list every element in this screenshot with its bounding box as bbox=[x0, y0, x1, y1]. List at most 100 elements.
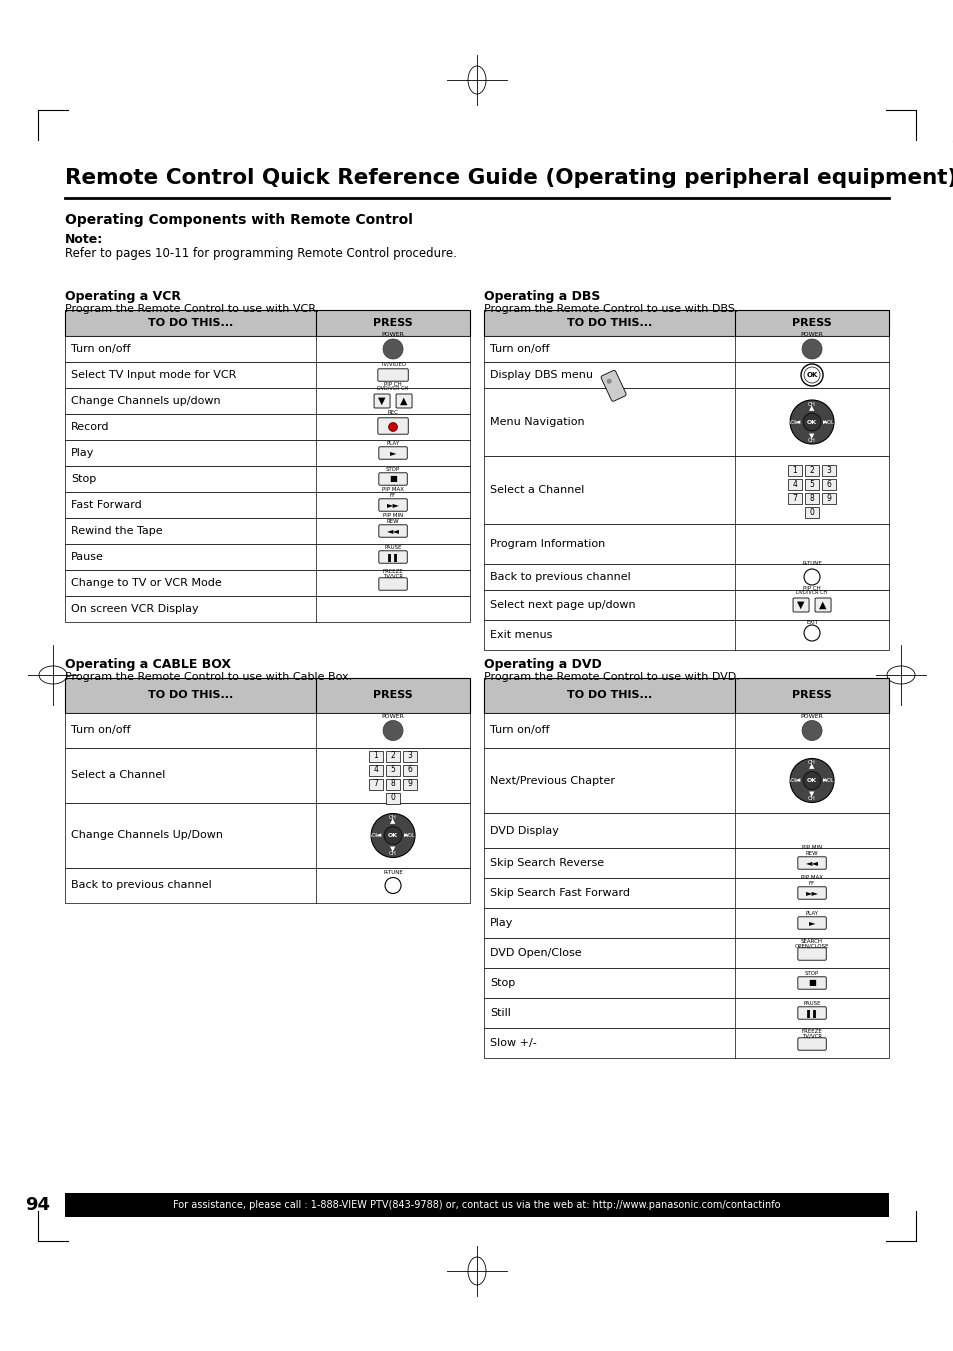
Text: POWER: POWER bbox=[381, 713, 404, 719]
FancyBboxPatch shape bbox=[377, 369, 408, 381]
Text: 94: 94 bbox=[26, 1196, 51, 1215]
Bar bbox=[483, 563, 888, 590]
Text: Play: Play bbox=[490, 917, 513, 928]
Text: VOL: VOL bbox=[824, 420, 834, 424]
Bar bbox=[65, 388, 470, 413]
Bar bbox=[369, 778, 383, 789]
Circle shape bbox=[801, 720, 821, 740]
Text: ◄: ◄ bbox=[795, 419, 800, 426]
Text: CH: CH bbox=[807, 761, 815, 765]
Circle shape bbox=[789, 758, 833, 802]
Text: ▲: ▲ bbox=[808, 763, 814, 770]
Text: Pause: Pause bbox=[71, 553, 104, 562]
FancyBboxPatch shape bbox=[814, 598, 830, 612]
FancyBboxPatch shape bbox=[797, 1006, 825, 1019]
FancyBboxPatch shape bbox=[797, 857, 825, 869]
Text: Record: Record bbox=[71, 422, 110, 432]
Text: Menu Navigation: Menu Navigation bbox=[490, 417, 584, 427]
Text: Change to TV or VCR Mode: Change to TV or VCR Mode bbox=[71, 578, 221, 588]
Bar bbox=[65, 748, 470, 802]
Text: Select a Channel: Select a Channel bbox=[490, 485, 584, 494]
Circle shape bbox=[803, 367, 820, 382]
Text: ◄◄: ◄◄ bbox=[386, 527, 399, 535]
Text: ◄◄: ◄◄ bbox=[804, 858, 818, 867]
Text: Back to previous channel: Back to previous channel bbox=[71, 881, 212, 890]
Bar bbox=[483, 938, 888, 969]
Bar bbox=[65, 336, 470, 362]
Text: Program Information: Program Information bbox=[490, 539, 604, 549]
FancyBboxPatch shape bbox=[374, 394, 390, 408]
Text: TO DO THIS...: TO DO THIS... bbox=[566, 690, 652, 701]
Text: 1: 1 bbox=[792, 466, 797, 476]
Bar bbox=[483, 336, 888, 362]
Text: 3: 3 bbox=[407, 751, 412, 761]
Circle shape bbox=[371, 813, 415, 858]
Text: R-TUNE: R-TUNE bbox=[383, 870, 402, 874]
Circle shape bbox=[803, 626, 820, 640]
FancyBboxPatch shape bbox=[600, 370, 625, 401]
Text: Operating Components with Remote Control: Operating Components with Remote Control bbox=[65, 213, 413, 227]
FancyBboxPatch shape bbox=[378, 524, 407, 538]
Text: ◄: ◄ bbox=[795, 777, 800, 784]
Text: ▼: ▼ bbox=[797, 600, 804, 611]
Text: PLAY: PLAY bbox=[804, 911, 818, 916]
Text: DVD Display: DVD Display bbox=[490, 825, 558, 835]
Bar bbox=[65, 517, 470, 544]
Bar bbox=[369, 751, 383, 762]
Bar bbox=[804, 465, 819, 476]
Text: Select TV Input mode for VCR: Select TV Input mode for VCR bbox=[71, 370, 236, 380]
Text: PIP MIN
REW: PIP MIN REW bbox=[801, 846, 821, 857]
Text: ■: ■ bbox=[807, 978, 815, 988]
Text: PIP MAX
FF: PIP MAX FF bbox=[381, 488, 404, 499]
Text: 0: 0 bbox=[390, 793, 395, 802]
Bar bbox=[483, 848, 888, 878]
Text: TV/VCR: TV/VCR bbox=[801, 1034, 821, 1038]
Bar bbox=[804, 493, 819, 504]
Text: CH: CH bbox=[807, 438, 815, 443]
Bar bbox=[402, 765, 416, 775]
Bar bbox=[483, 620, 888, 650]
Text: CH: CH bbox=[389, 851, 396, 857]
Text: POWER: POWER bbox=[800, 713, 822, 719]
Text: Turn on/off: Turn on/off bbox=[490, 725, 549, 735]
Text: ❚❚: ❚❚ bbox=[386, 553, 399, 562]
Bar bbox=[369, 765, 383, 775]
Text: OK: OK bbox=[805, 372, 817, 378]
Text: VOL: VOL bbox=[370, 834, 379, 838]
Text: PRESS: PRESS bbox=[373, 690, 413, 701]
Text: 6: 6 bbox=[407, 766, 412, 774]
Text: ▼: ▼ bbox=[808, 434, 814, 439]
Text: On screen VCR Display: On screen VCR Display bbox=[71, 604, 198, 613]
Bar bbox=[821, 465, 835, 476]
Text: Still: Still bbox=[490, 1008, 511, 1019]
Text: Turn on/off: Turn on/off bbox=[71, 725, 131, 735]
Bar bbox=[483, 713, 888, 748]
Bar bbox=[483, 908, 888, 938]
Text: 9: 9 bbox=[825, 494, 831, 503]
Text: OPEN/CLOSE: OPEN/CLOSE bbox=[794, 943, 828, 948]
Circle shape bbox=[801, 363, 822, 386]
Bar bbox=[483, 362, 888, 388]
Bar bbox=[65, 678, 470, 713]
Text: R-TUNE: R-TUNE bbox=[801, 561, 821, 566]
Text: ►►: ►► bbox=[386, 500, 399, 509]
Text: FREEZE: FREEZE bbox=[801, 1029, 821, 1034]
Text: TO DO THIS...: TO DO THIS... bbox=[148, 317, 233, 328]
Text: VOL: VOL bbox=[824, 778, 834, 784]
Bar bbox=[386, 765, 399, 775]
Text: PRESS: PRESS bbox=[791, 690, 831, 701]
Text: Play: Play bbox=[71, 449, 94, 458]
Bar bbox=[483, 678, 888, 713]
Text: OK: OK bbox=[388, 834, 397, 838]
Bar bbox=[386, 778, 399, 789]
Text: OK: OK bbox=[806, 420, 817, 424]
Circle shape bbox=[606, 378, 611, 384]
Text: TV/VIDEO: TV/VIDEO bbox=[379, 362, 406, 367]
Text: 2: 2 bbox=[809, 466, 814, 476]
Text: ►: ► bbox=[808, 919, 815, 928]
Bar bbox=[483, 457, 888, 524]
Bar bbox=[65, 802, 470, 867]
Circle shape bbox=[385, 878, 400, 893]
Text: Operating a CABLE BOX: Operating a CABLE BOX bbox=[65, 658, 231, 671]
FancyBboxPatch shape bbox=[797, 886, 825, 900]
